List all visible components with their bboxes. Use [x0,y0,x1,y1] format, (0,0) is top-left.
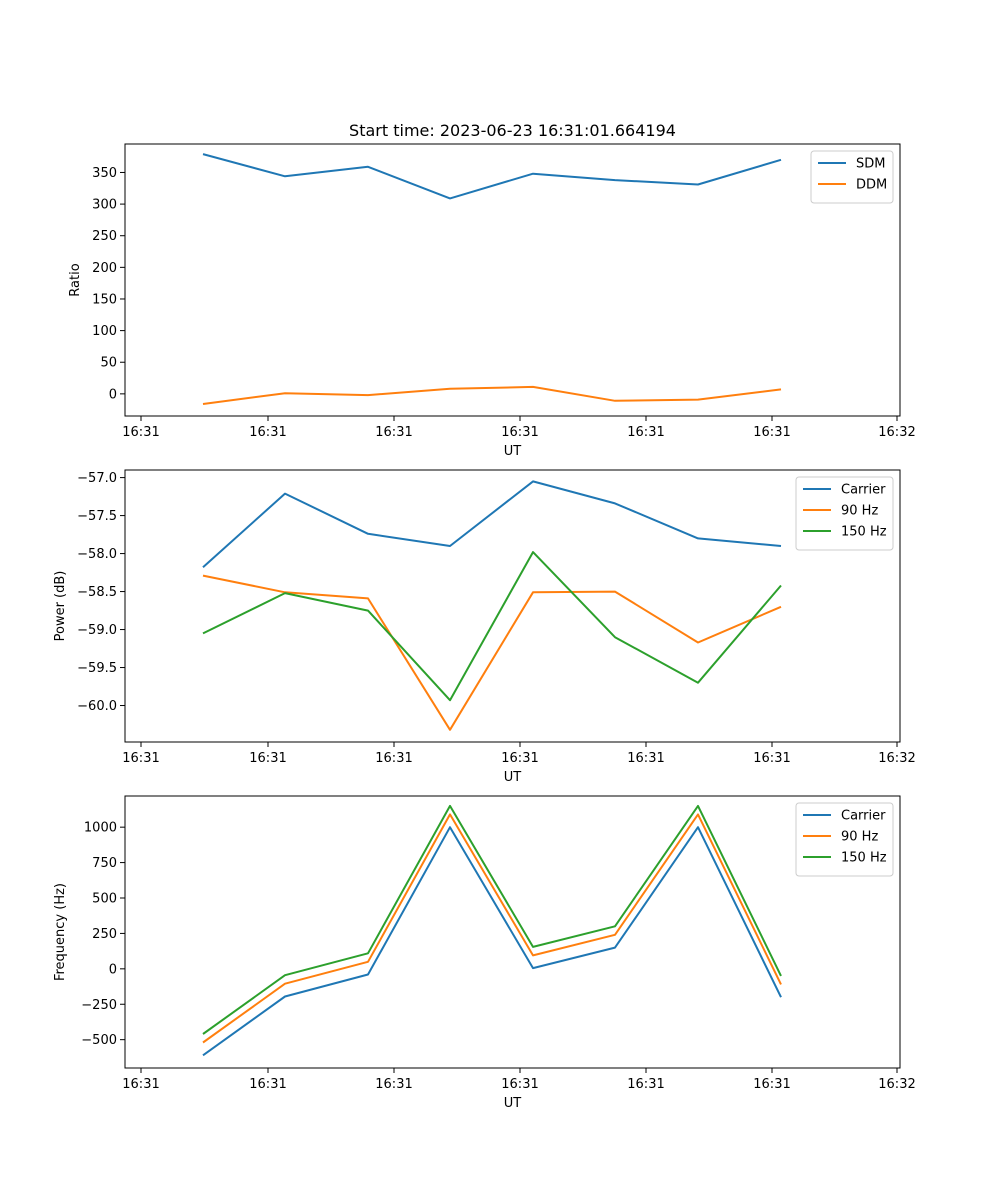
legend-label: SDM [856,157,885,172]
x-tick-label: 16:31 [501,1077,538,1092]
legend-label: 90 Hz [841,504,878,519]
y-tick-label: −57.0 [77,471,117,486]
x-tick-label: 16:31 [753,1077,790,1092]
y-tick-label: 750 [92,856,117,871]
y-tick-label: 250 [92,927,117,942]
x-tick-label: 16:31 [122,751,159,766]
legend-label: Carrier [841,809,886,824]
y-axis-label: Frequency (Hz) [53,883,68,981]
chart-panel-1: 16:31 16:31 16:31 16:31 16:31 16:31 16:32 0 50 10… [68,143,916,459]
x-tick-label: 16:31 [249,751,286,766]
y-tick-label: 500 [92,892,117,907]
legend: Carrier 90 Hz 150 Hz [795,802,894,877]
x-tick-label: 16:31 [627,1077,664,1092]
legend-label: 150 Hz [841,525,887,540]
series-line-ddm [202,385,782,405]
y-tick-label: 0 [109,387,117,402]
x-tick-label: 16:31 [375,425,412,440]
legend-label: 150 Hz [841,851,887,866]
y-tick-label: 250 [92,229,117,244]
x-axis-label: UT [504,444,522,459]
y-tick-label: −58.5 [77,585,117,600]
y-axis-label: Ratio [68,263,83,296]
x-tick-label: 16:31 [627,425,664,440]
x-tick-label: 16:31 [753,425,790,440]
y-tick-label: 200 [92,261,117,276]
x-tick-label: 16:31 [753,751,790,766]
axes-frame [124,143,901,417]
x-axis-label: UT [504,1096,522,1111]
figure-title: Start time: 2023-06-23 16:31:01.664194 [349,121,676,140]
legend-label: 90 Hz [841,830,878,845]
legend: Carrier 90 Hz 150 Hz [795,476,894,551]
y-tick-label: 150 [92,292,117,307]
y-tick-label: 350 [92,166,117,181]
series-line-150-hz [202,551,782,702]
series-line-90-hz [202,574,782,731]
chart-panel-3: 16:31 16:31 16:31 16:31 16:31 16:31 16:32 −500 −… [53,795,916,1111]
y-tick-label: −500 [81,1033,117,1048]
x-axis-label: UT [504,770,522,785]
series-line-sdm [202,153,782,200]
x-tick-label: 16:31 [122,425,159,440]
series-line-90-hz [202,813,782,1044]
y-axis-label: Power (dB) [53,571,68,642]
y-tick-label: −57.5 [77,509,117,524]
x-tick-label: 16:31 [501,425,538,440]
y-tick-label: −60.0 [77,699,117,714]
series-line-carrier [202,480,782,569]
x-tick-label: 16:31 [249,425,286,440]
x-tick-label: 16:32 [878,425,915,440]
x-tick-label: 16:31 [375,1077,412,1092]
y-tick-label: 300 [92,198,117,213]
chart-panel-2: 16:31 16:31 16:31 16:31 16:31 16:31 16:32 −60.0… [53,469,916,785]
x-tick-label: 16:32 [878,1077,915,1092]
y-tick-label: 0 [109,962,117,977]
y-tick-label: −58.0 [77,547,117,562]
x-tick-label: 16:31 [375,751,412,766]
legend-label: Carrier [841,483,886,498]
x-tick-label: 16:31 [627,751,664,766]
y-tick-label: −250 [81,998,117,1013]
series-line-150-hz [202,804,782,1035]
legend: SDM DDM [810,150,894,204]
x-tick-label: 16:31 [249,1077,286,1092]
x-tick-label: 16:31 [501,751,538,766]
axes-frame [124,469,901,743]
legend-label: DDM [856,178,887,193]
y-tick-label: 50 [100,356,117,371]
y-tick-label: −59.0 [77,623,117,638]
y-tick-label: 100 [92,324,117,339]
series-line-carrier [202,826,782,1057]
y-tick-label: −59.5 [77,661,117,676]
y-tick-label: 1000 [84,821,117,836]
axes-frame [124,795,901,1069]
x-tick-label: 16:32 [878,751,915,766]
chart-panels: 16:31 16:31 16:31 16:31 16:31 16:31 16:32 0 50 10… [53,143,916,1111]
x-tick-label: 16:31 [122,1077,159,1092]
